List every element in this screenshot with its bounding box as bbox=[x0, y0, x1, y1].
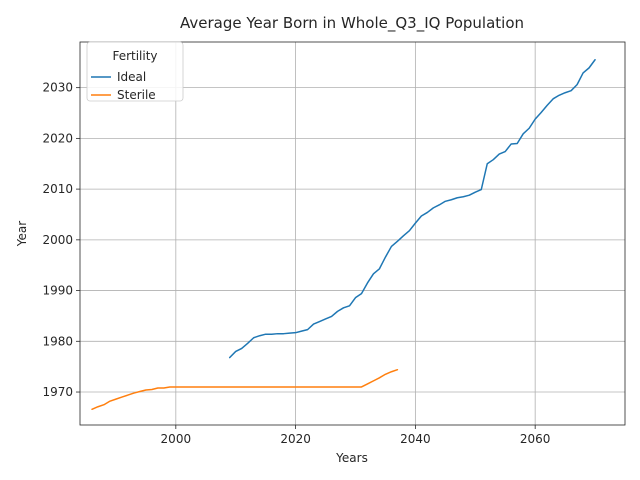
series-line-sterile bbox=[91, 368, 399, 411]
x-tick-label: 2040 bbox=[400, 432, 431, 446]
x-tick-label: 2000 bbox=[161, 432, 192, 446]
series-line-ideal bbox=[228, 59, 596, 359]
legend-title: Fertility bbox=[112, 49, 157, 63]
x-axis-label: Years bbox=[335, 451, 368, 465]
legend-label-ideal: Ideal bbox=[117, 70, 146, 84]
x-axis-ticks: 2000 2020 2040 2060 bbox=[161, 425, 551, 446]
y-axis-ticks: 1970 1980 1990 2000 2010 2020 2030 bbox=[42, 81, 80, 399]
x-tick-label: 2060 bbox=[520, 432, 551, 446]
y-tick-label: 1990 bbox=[42, 284, 73, 298]
y-tick-label: 2010 bbox=[42, 182, 73, 196]
y-tick-label: 2000 bbox=[42, 233, 73, 247]
y-axis-label: Year bbox=[15, 221, 29, 247]
y-tick-label: 1980 bbox=[42, 334, 73, 348]
y-tick-label: 2020 bbox=[42, 131, 73, 145]
legend-box bbox=[86, 41, 184, 102]
x-tick-label: 2020 bbox=[280, 432, 311, 446]
y-tick-label: 2030 bbox=[42, 81, 73, 95]
series-lines bbox=[91, 59, 596, 411]
plot-frame bbox=[79, 41, 626, 426]
y-tick-label: 1970 bbox=[42, 385, 73, 399]
chart-title: Average Year Born in Whole_Q3_IQ Populat… bbox=[180, 14, 524, 33]
legend: Fertility Ideal Sterile bbox=[86, 41, 184, 102]
legend-label-sterile: Sterile bbox=[117, 88, 156, 102]
